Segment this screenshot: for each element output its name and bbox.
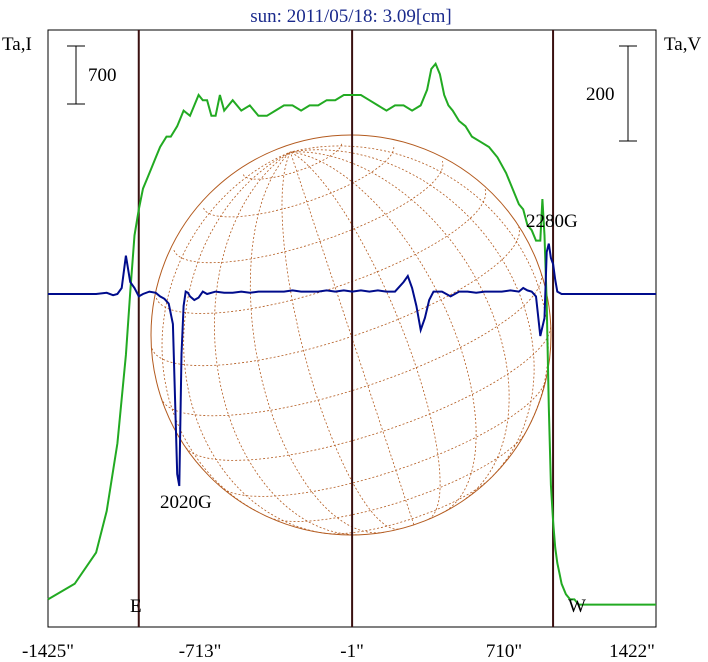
longitude-line: [213, 151, 357, 536]
longitude-line: [290, 145, 549, 423]
solar-limb-circle: [150, 134, 552, 536]
x-tick-label: -1425": [22, 641, 74, 662]
x-tick-label: 1422": [609, 641, 655, 662]
longitude-line: [290, 149, 535, 480]
latitude-line: [155, 188, 487, 314]
longitude-line: [290, 151, 510, 499]
latitude-line: [185, 326, 552, 461]
chart-title: sun: 2011/05/18: 3.09[cm]: [250, 6, 451, 27]
x-tick-label: -1": [340, 641, 364, 662]
longitude-line: [290, 151, 477, 514]
latitude-line: [325, 478, 491, 535]
latitude-line: [223, 382, 546, 497]
latitude-line: [173, 161, 444, 264]
source-label-2020g: 2020G: [160, 492, 212, 513]
longitude-line: [249, 151, 384, 534]
left-axis-label: Ta,I: [2, 34, 32, 55]
x-tick-label: -713": [179, 641, 222, 662]
latitude-line: [151, 226, 520, 367]
left-scale-bar-label: 700: [88, 65, 117, 86]
vertical-marker-lines: [137, 30, 555, 627]
longitude-line: [290, 151, 441, 520]
right-scale-bar: 200: [586, 45, 637, 142]
series-lines: [47, 61, 656, 606]
right-axis-label: Ta,V: [664, 34, 701, 55]
polarization-series-line: [48, 243, 656, 487]
longitude-line: [290, 151, 415, 525]
solar-disk-grid: [150, 134, 552, 536]
longitude-line: [281, 151, 399, 530]
x-tick-labels: -1425" -713" -1" 710" 1422": [22, 641, 655, 662]
left-scale-bar: 700: [67, 45, 117, 105]
right-scale-bar-label: 200: [586, 84, 615, 105]
x-tick-label: 710": [486, 641, 522, 662]
east-limb-label: E: [130, 596, 142, 617]
source-label-2280g: 2280G: [526, 211, 578, 232]
west-limb-label: W: [568, 596, 586, 617]
longitude-line: [183, 151, 326, 534]
longitude-line: [161, 151, 291, 513]
intensity-series-line: [47, 61, 656, 606]
latitude-line: [269, 432, 526, 522]
